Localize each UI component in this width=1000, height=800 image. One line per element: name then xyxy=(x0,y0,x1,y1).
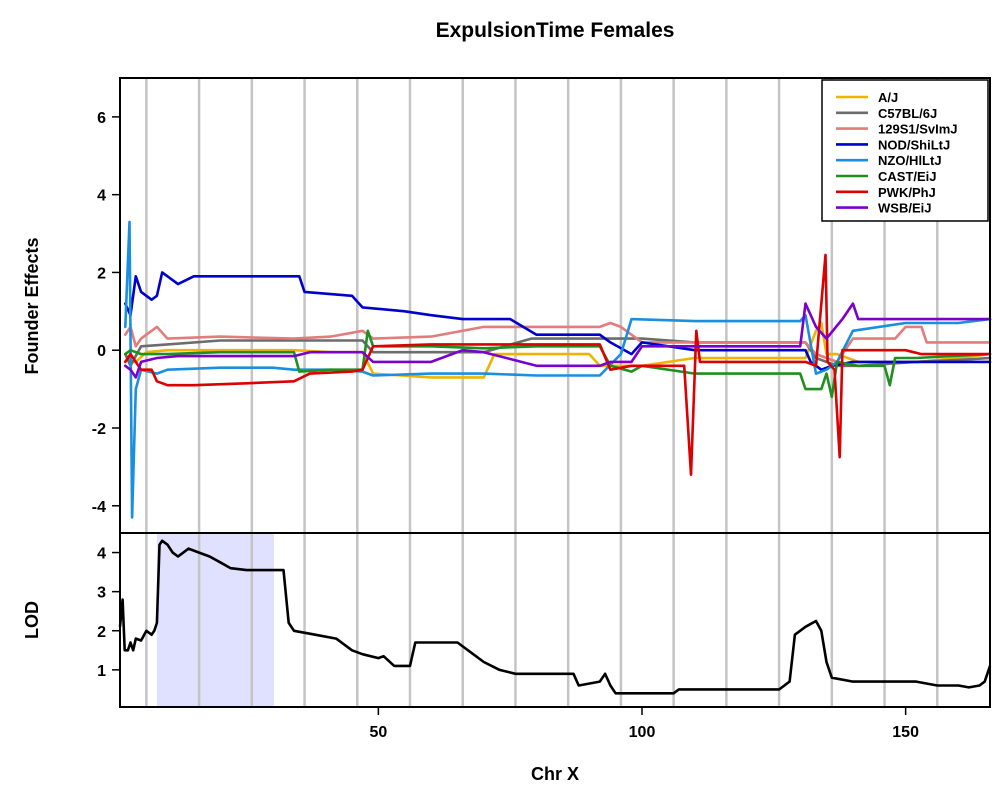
series-line-nod-shiltj xyxy=(124,271,992,371)
legend-box xyxy=(821,79,989,222)
y-tick-label: 2 xyxy=(97,624,106,641)
y-tick-label: -2 xyxy=(92,421,106,438)
lod-plot-frame xyxy=(119,532,991,708)
x-axis-label: Chr X xyxy=(531,764,579,784)
series-line-nzo-hlltj xyxy=(124,220,992,519)
legend-label-129s1-svimj: 129S1/SvImJ xyxy=(878,122,958,137)
y-tick-label: 4 xyxy=(97,546,106,563)
y-tick-label: 6 xyxy=(97,110,106,127)
founder-effects-series-layer xyxy=(124,220,992,519)
legend: A/JC57BL/6J129S1/SvImJNOD/ShiLtJNZO/HlLt… xyxy=(821,79,989,222)
y-tick-label: 1 xyxy=(97,663,106,680)
founder-effects-y-axis: -4 -2 0 2 4 6 xyxy=(92,110,120,516)
founder-effects-grid-layer xyxy=(145,78,939,533)
x-tick-label: 150 xyxy=(892,724,919,741)
y-axis-label-founder-effects: Founder Effects xyxy=(22,237,42,374)
legend-label-pwk-phj: PWK/PhJ xyxy=(878,185,936,200)
x-tick-label: 50 xyxy=(369,724,387,741)
series-line-a-j xyxy=(124,321,992,379)
y-tick-label: -4 xyxy=(92,499,106,516)
legend-label-nzo-hlltj: NZO/HlLtJ xyxy=(878,153,942,168)
y-tick-label: 2 xyxy=(97,265,106,282)
lod-series-layer xyxy=(118,539,992,695)
legend-label-nod-shiltj: NOD/ShiLtJ xyxy=(878,137,950,152)
legend-label-c57bl-6j: C57BL/6J xyxy=(878,106,937,121)
legend-label-a-j: A/J xyxy=(878,90,898,105)
chart-title: ExpulsionTime Females xyxy=(436,19,675,42)
legend-label-cast-eij: CAST/EiJ xyxy=(878,169,937,184)
y-tick-label: 3 xyxy=(97,585,106,602)
series-line-pwk-phj xyxy=(124,253,992,476)
legend-items: A/JC57BL/6J129S1/SvImJNOD/ShiLtJNZO/HlLt… xyxy=(836,90,958,216)
x-tick-label: 100 xyxy=(629,724,656,741)
lod-support-interval xyxy=(156,533,274,707)
y-tick-label: 4 xyxy=(97,188,106,205)
y-axis-label-lod: LOD xyxy=(22,601,42,639)
lod-axes: 1 2 3 4 50 100 150 xyxy=(97,546,919,741)
legend-label-wsb-eij: WSB/EiJ xyxy=(878,201,931,216)
y-tick-label: 0 xyxy=(97,343,106,360)
lod-curve xyxy=(118,539,992,695)
series-line-wsb-eij xyxy=(124,302,992,379)
series-line-129s1-svimj xyxy=(124,321,992,364)
lod-grid-layer xyxy=(145,533,939,707)
